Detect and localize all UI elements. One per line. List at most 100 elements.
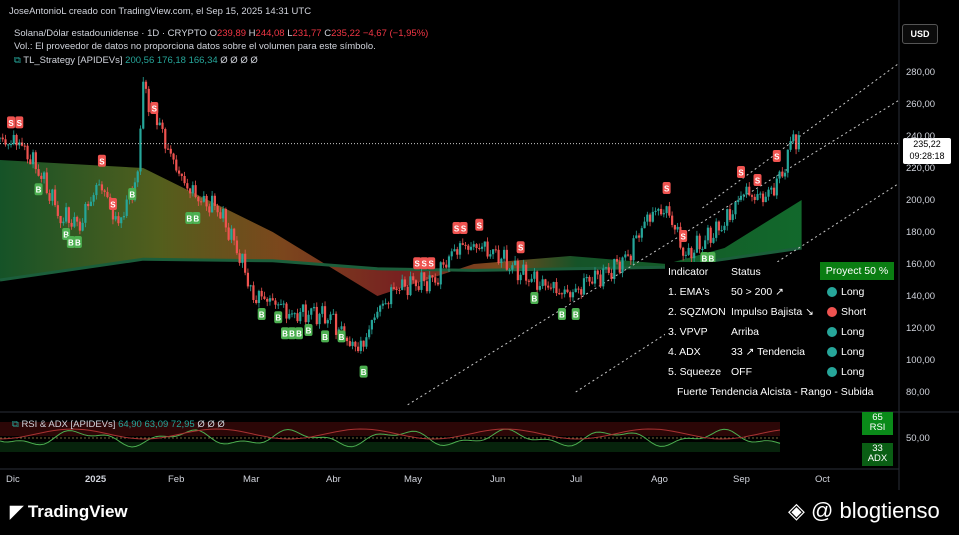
buy-signal-marker: B bbox=[280, 327, 289, 340]
candle-body bbox=[106, 191, 109, 198]
buy-signal-marker: B bbox=[128, 188, 137, 200]
candle-body bbox=[635, 235, 638, 239]
candle-body bbox=[348, 341, 351, 346]
candle-body bbox=[136, 171, 139, 183]
x-tick-label: Sep bbox=[733, 474, 750, 485]
candle-body bbox=[78, 221, 81, 231]
candle-body bbox=[480, 246, 484, 249]
svg-text:S: S bbox=[152, 105, 158, 114]
candle-body bbox=[31, 152, 35, 165]
adx-value: 33 bbox=[872, 443, 883, 454]
candle-body bbox=[257, 290, 261, 303]
candle-body bbox=[425, 281, 429, 292]
last-price-tag: 235,22 09:28:18 bbox=[903, 138, 951, 164]
candle-body bbox=[497, 249, 500, 264]
svg-text:B: B bbox=[282, 330, 288, 339]
svg-text:B: B bbox=[709, 255, 715, 264]
candle-body bbox=[486, 241, 489, 257]
watermark: ◈ @ blogtienso bbox=[788, 498, 940, 524]
x-tick-label: Oct bbox=[815, 474, 830, 485]
candle-body bbox=[500, 258, 503, 264]
candle-body bbox=[778, 171, 781, 179]
candle-body bbox=[544, 279, 547, 286]
row-indicator: 4. ADX bbox=[668, 346, 701, 358]
candle-body bbox=[728, 209, 732, 220]
svg-text:B: B bbox=[36, 186, 42, 195]
candle-body bbox=[376, 311, 379, 318]
candle-body bbox=[235, 240, 238, 254]
candle-body bbox=[770, 187, 773, 190]
rsi-line bbox=[0, 428, 781, 448]
x-tick-label: Dic bbox=[6, 474, 20, 485]
sell-signal-marker: S bbox=[516, 241, 525, 254]
rsi-adx-v3: 72,95 bbox=[170, 419, 195, 430]
candle-body bbox=[792, 134, 795, 142]
candle-body bbox=[296, 313, 299, 322]
candle-body bbox=[197, 196, 200, 202]
candle-body bbox=[748, 186, 751, 196]
candle-body bbox=[188, 188, 192, 194]
strategy-legend[interactable]: ⧉ TL_Strategy [APIDEVs] 200,56 176,18 16… bbox=[14, 55, 258, 66]
candle-body bbox=[665, 206, 668, 214]
buy-signal-marker: B bbox=[571, 308, 580, 320]
sell-signal-marker: S bbox=[475, 218, 484, 231]
candle-body bbox=[717, 221, 721, 231]
sell-signal-marker: S bbox=[427, 257, 436, 270]
candle-body bbox=[764, 196, 767, 203]
candle-body bbox=[745, 186, 748, 195]
candle-body bbox=[169, 148, 172, 154]
svg-text:B: B bbox=[186, 215, 192, 224]
candle-body bbox=[695, 235, 699, 253]
candle-body bbox=[761, 193, 765, 203]
candle-body bbox=[640, 228, 643, 238]
candle-body bbox=[260, 290, 263, 297]
candle-body bbox=[194, 185, 197, 197]
candle-body bbox=[574, 288, 577, 293]
long-dot-icon bbox=[827, 367, 837, 377]
rsi-adx-legend[interactable]: ⧉ RSI & ADX [APIDEVs] 64,90 63,09 72,95 … bbox=[12, 419, 225, 430]
candle-body bbox=[125, 199, 128, 216]
candle-body bbox=[566, 289, 569, 293]
svg-text:S: S bbox=[755, 177, 761, 186]
y-tick-label: 140,00 bbox=[906, 291, 936, 302]
candle-body bbox=[293, 313, 296, 315]
candle-body bbox=[706, 227, 710, 241]
currency-button[interactable]: USD bbox=[902, 24, 938, 44]
candle-body bbox=[103, 190, 106, 192]
tradingview-logo[interactable]: ◤ TradingView bbox=[10, 502, 128, 522]
row-status: Impulso Bajista ↘ bbox=[731, 306, 814, 318]
buy-signal-marker: B bbox=[707, 252, 716, 264]
x-tick-label: Jul bbox=[570, 474, 583, 485]
row-signal: Long bbox=[841, 326, 865, 338]
candle-body bbox=[172, 153, 175, 160]
rsi-badge: 65 RSI bbox=[862, 412, 893, 435]
candle-body bbox=[657, 208, 660, 211]
candle-body bbox=[794, 134, 798, 150]
candle-body bbox=[274, 300, 277, 305]
candle-body bbox=[464, 244, 467, 246]
candle-body bbox=[475, 244, 478, 249]
candle-body bbox=[602, 268, 605, 287]
candle-body bbox=[332, 313, 335, 315]
candle-body bbox=[615, 258, 619, 262]
volume-note: Vol.: El proveedor de datos no proporcio… bbox=[14, 41, 376, 52]
svg-text:B: B bbox=[75, 239, 81, 248]
svg-text:B: B bbox=[275, 314, 281, 323]
y-tick-label: 220,00 bbox=[906, 163, 936, 174]
candle-body bbox=[742, 194, 745, 196]
candle-body bbox=[266, 298, 269, 302]
row-signal: Long bbox=[841, 286, 865, 298]
rsi-adx-tail: Ø Ø Ø bbox=[197, 419, 225, 430]
x-tick-label: Mar bbox=[243, 474, 260, 485]
candle-body bbox=[516, 260, 519, 281]
candle-body bbox=[753, 196, 756, 200]
svg-text:B: B bbox=[361, 368, 367, 377]
candle-body bbox=[596, 270, 599, 275]
svg-text:B: B bbox=[259, 311, 265, 320]
candle-body bbox=[690, 247, 693, 259]
candle-body bbox=[70, 222, 73, 227]
strategy-v1: 200,56 bbox=[125, 55, 155, 66]
sell-signal-marker: S bbox=[753, 174, 762, 186]
candle-body bbox=[489, 254, 492, 257]
candle-body bbox=[56, 205, 59, 216]
